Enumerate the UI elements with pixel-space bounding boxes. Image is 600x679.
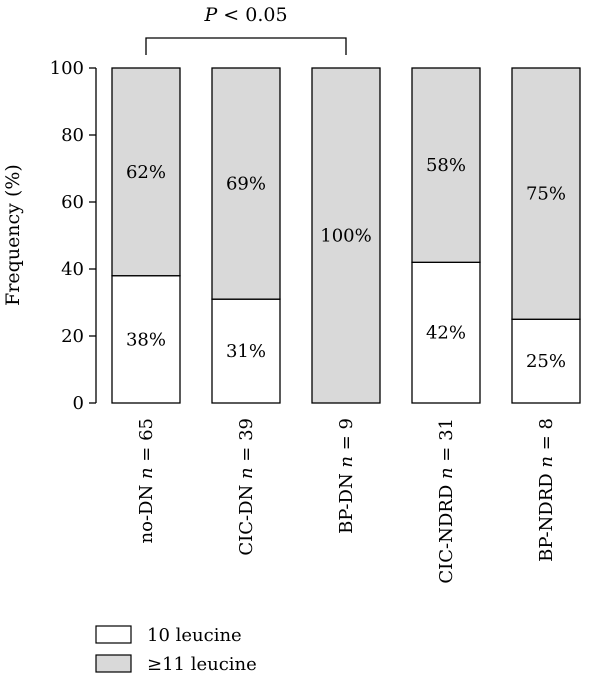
significance-label: P < 0.05 (203, 4, 287, 26)
category-label-no-DN: no-DN n = 65 (136, 418, 157, 543)
legend-swatch-0 (95, 625, 132, 644)
category-name: BP-NDRD (536, 468, 557, 562)
category-n-symbol: n (336, 456, 357, 468)
bar-label-CIC-DN-series-1: 69% (226, 174, 266, 195)
bar-labels: 38% 62% 31% 69% 100% 42% 58% 25% 75% (126, 155, 566, 372)
legend-swatch-1 (95, 654, 132, 673)
bar-label-BP-NDRD-series-0: 25% (526, 351, 566, 372)
category-n-value: = 9 (336, 418, 357, 456)
category-n-value: = 39 (236, 418, 257, 467)
y-tick-label-40: 40 (61, 259, 84, 280)
category-name: no-DN (136, 479, 157, 543)
p-symbol: P (203, 4, 218, 26)
category-n-value: = 31 (436, 418, 457, 467)
legend-label-1: ≥11 leucine (147, 654, 257, 675)
y-tick-label-60: 60 (61, 192, 84, 213)
category-name: CIC-DN (236, 479, 257, 556)
category-n-symbol: n (536, 456, 557, 468)
bar-label-no-DN-series-0: 38% (126, 329, 166, 350)
bar-CIC-NDRD-series-0 (411, 261, 481, 404)
y-tick-label-100: 100 (50, 58, 84, 79)
category-n-symbol: n (136, 467, 157, 479)
bar-BP-NDRD-series-1 (511, 67, 581, 320)
legend: 10 leucine ≥11 leucine (95, 625, 257, 675)
category-n-symbol: n (236, 467, 257, 479)
category-name: BP-DN (336, 468, 357, 534)
y-tick-label-80: 80 (61, 125, 84, 146)
category-label-CIC-DN: CIC-DN n = 39 (236, 418, 257, 556)
category-name: CIC-NDRD (436, 479, 457, 584)
significance-bracket (145, 37, 347, 55)
bar-CIC-DN-series-0 (211, 298, 281, 404)
y-axis-label: Frequency (%) (2, 164, 24, 306)
category-label-CIC-NDRD: CIC-NDRD n = 31 (436, 418, 457, 584)
legend-label-0: 10 leucine (147, 625, 242, 646)
bar-no-DN-series-1 (111, 67, 181, 277)
bar-label-CIC-NDRD-series-0: 42% (426, 323, 466, 344)
category-labels: no-DN n = 65 CIC-DN n = 39 BP-DN n = 9 CIC-… (136, 418, 557, 584)
category-label-BP-NDRD: BP-NDRD n = 8 (536, 418, 557, 562)
category-n-symbol: n (436, 467, 457, 479)
category-n-value: = 8 (536, 418, 557, 456)
y-tick-label-20: 20 (61, 326, 84, 347)
category-label-BP-DN: BP-DN n = 9 (336, 418, 357, 534)
bar-label-BP-NDRD-series-1: 75% (526, 184, 566, 205)
bar-CIC-DN-series-1 (211, 67, 281, 300)
bar-no-DN-series-0 (111, 275, 181, 404)
bars (111, 67, 581, 404)
bar-label-CIC-DN-series-0: 31% (226, 341, 266, 362)
significance-annotation: P < 0.05 (145, 4, 347, 55)
y-tick-label-0: 0 (73, 393, 84, 414)
bar-label-CIC-NDRD-series-1: 58% (426, 155, 466, 176)
bar-CIC-NDRD-series-1 (411, 67, 481, 263)
category-n-value: = 65 (136, 418, 157, 467)
p-threshold: < 0.05 (217, 4, 287, 26)
bar-label-no-DN-series-1: 62% (126, 162, 166, 183)
y-axis: 0 20 40 60 80 100 (50, 58, 97, 414)
bar-BP-NDRD-series-0 (511, 318, 581, 404)
bar-label-BP-DN-series-1: 100% (320, 226, 371, 247)
bar-BP-DN-series-1 (311, 67, 381, 404)
